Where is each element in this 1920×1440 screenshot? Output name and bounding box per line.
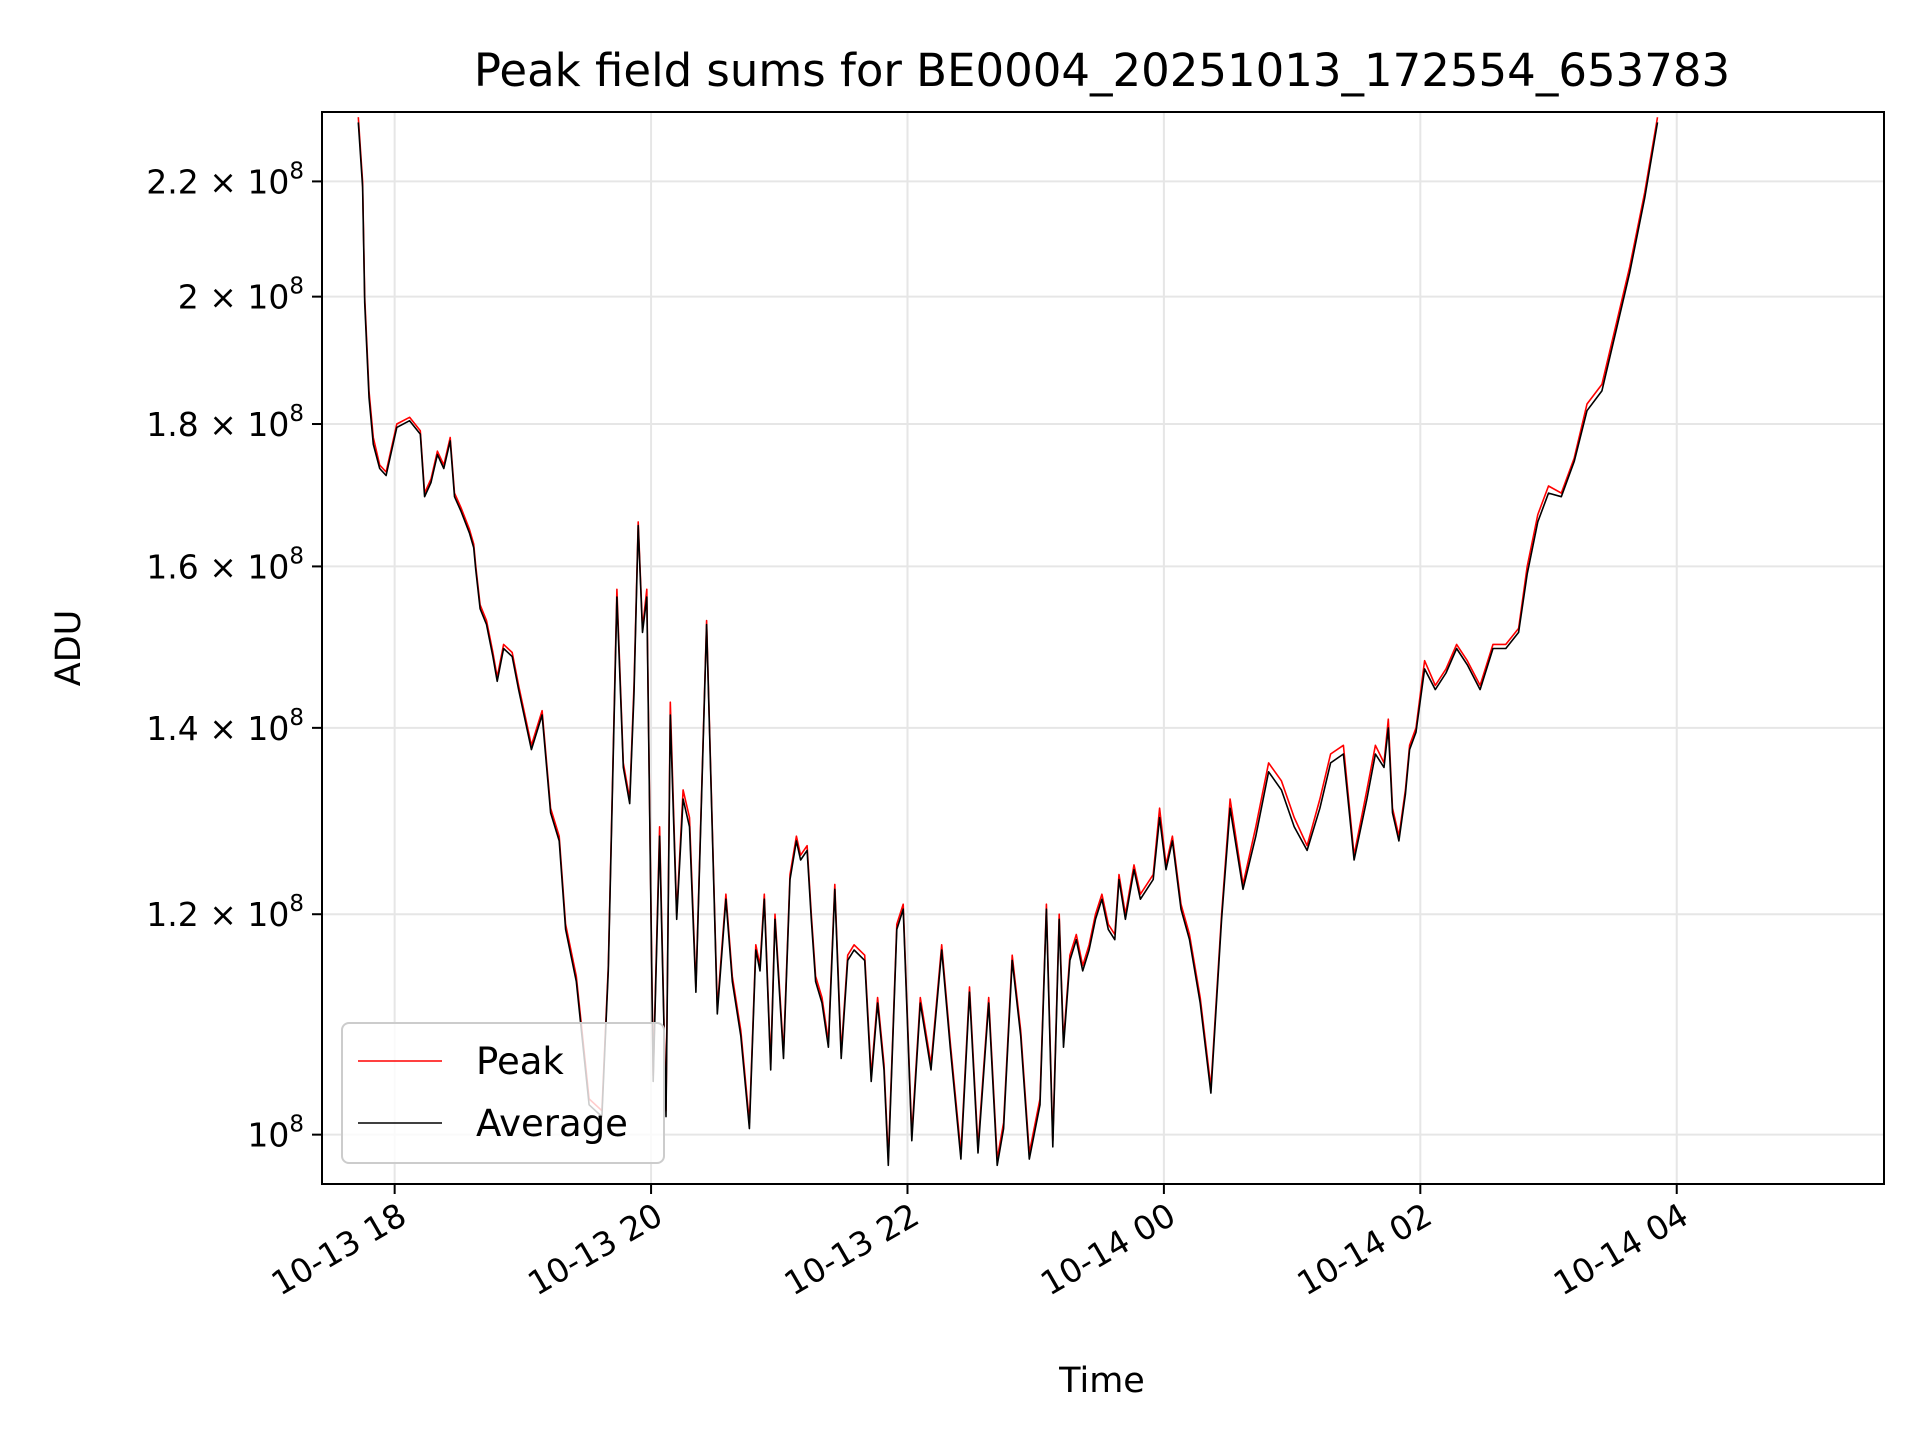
y-tick-label: 2.2 × 108 [146, 158, 304, 201]
legend-box [341, 1022, 665, 1164]
chart-title: Peak field sums for BE0004_20251013_1725… [474, 44, 1730, 97]
y-tick-label: 108 [247, 1112, 304, 1155]
y-axis-ticks: 108 1.2 × 108 1.4 × 108 1.6 × 108 1.8 × 108 2… [146, 158, 322, 1155]
y-axis-title: ADU [49, 610, 89, 687]
y-tick-label: 2 × 108 [178, 274, 304, 317]
y-tick-label: 1.8 × 108 [146, 401, 304, 444]
series-line-average [357, 122, 1659, 1167]
legend: Peak Average [341, 1022, 665, 1164]
y-tick-label: 1.2 × 108 [146, 891, 304, 934]
legend-label-peak: Peak [476, 1040, 564, 1083]
series-layer [357, 117, 1659, 1167]
y-tick-label: 1.4 × 108 [146, 705, 304, 748]
plot-frame [321, 111, 1885, 1185]
grid [322, 112, 1884, 1184]
x-axis-title: Time [1058, 1361, 1145, 1401]
y-tick-label: 1.6 × 108 [146, 543, 304, 586]
series-line-peak [357, 117, 1659, 1160]
legend-label-average: Average [476, 1102, 628, 1145]
